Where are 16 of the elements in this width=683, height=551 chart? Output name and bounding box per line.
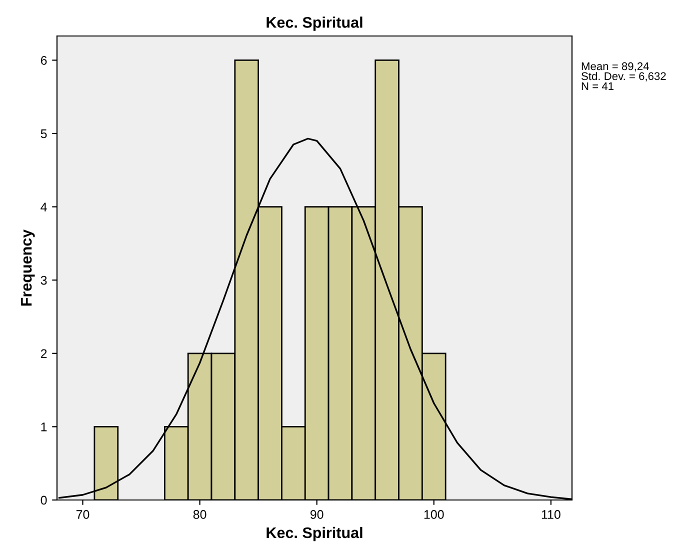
x-tick-label: 70 [76, 510, 90, 519]
x-tick-label: 90 [310, 510, 324, 519]
y-tick-label: 4 [40, 202, 47, 212]
x-axis-title: Kec. Spiritual [266, 526, 362, 542]
y-tick-label: 5 [40, 129, 47, 138]
chart-title: Kec. Spiritual [266, 16, 362, 31]
text: Mean = 89,24 Std. Dev. = 6,632 N = 41 [582, 62, 666, 90]
x-tick-label: 80 [193, 510, 206, 519]
x-tick-label: 110 [542, 510, 560, 519]
y-axis-title: Frequency [21, 229, 35, 306]
y-tick-label: 1 [41, 422, 47, 432]
y-tick-label: 0 [40, 496, 47, 505]
y-tick-label: 6 [40, 56, 47, 65]
x-tick-label: 100 [424, 510, 444, 519]
y-tick-label: 3 [40, 276, 47, 285]
y-tick-label: 2 [40, 349, 47, 358]
